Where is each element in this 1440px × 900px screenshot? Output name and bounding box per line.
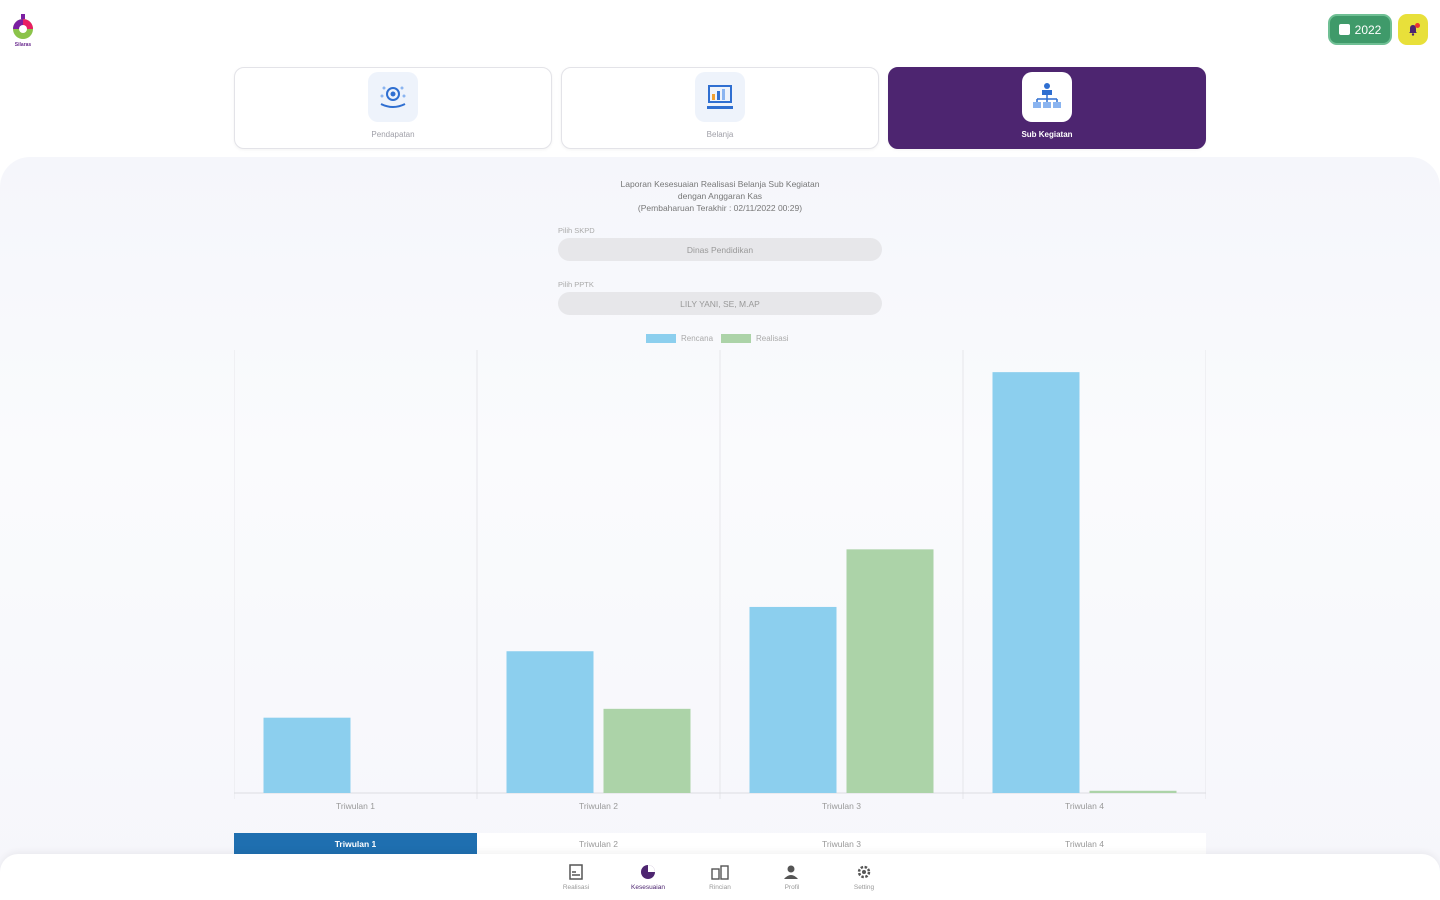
year-selector-button[interactable]: 2022 — [1328, 14, 1392, 45]
x-tick-label: Triwulan 1 — [336, 801, 375, 811]
legend-rencana-label: Rencana — [681, 334, 714, 343]
pptk-label: Pilih PPTK — [558, 280, 594, 289]
report-title-line3: (Pembaharuan Terakhir : 02/11/2022 00:29… — [637, 203, 803, 213]
nav-setting-label: Setting — [853, 884, 875, 891]
bar-realisasi-3[interactable] — [846, 549, 934, 793]
nav-realisasi-label: Realisasi — [562, 884, 590, 891]
nav-item-setting[interactable]: Setting — [842, 864, 887, 900]
legend-item-realisasi[interactable]: Realisasi — [721, 334, 789, 344]
nav-item-kesesuaian[interactable]: Kesesuaian — [626, 864, 671, 900]
card-pendapatan-label: Pendapatan — [371, 130, 415, 139]
card-belanja[interactable]: Belanja — [561, 67, 879, 149]
legend-item-rencana[interactable]: Rencana — [646, 334, 714, 344]
bar-rencana-2[interactable] — [506, 651, 594, 793]
calendar-icon — [1338, 24, 1350, 35]
x-tick-label: Triwulan 2 — [579, 801, 618, 811]
report-title-line1: Laporan Kesesuaian Realisasi Belanja Sub… — [620, 179, 820, 189]
card-sub-kegiatan[interactable]: Sub Kegiatan — [888, 67, 1206, 149]
tab-triwulan-1[interactable]: Triwulan 1 — [234, 833, 477, 855]
skpd-select[interactable]: Dinas Pendidikan — [558, 238, 882, 261]
card-sub-kegiatan-label: Sub Kegiatan — [1021, 130, 1073, 139]
pptk-select[interactable]: LILY YANI, SE, M.AP — [558, 292, 882, 315]
bottom-navigation: Realisasi Kesesuaian Rincian Profil Sett… — [0, 854, 1440, 900]
tab-triwulan-3[interactable]: Triwulan 3 — [822, 839, 861, 849]
spending-icon — [695, 72, 745, 122]
bar-realisasi-4[interactable] — [1089, 790, 1177, 793]
pie-chart-icon — [641, 865, 655, 879]
hierarchy-icon — [1022, 72, 1072, 122]
bar-rencana-4[interactable] — [992, 372, 1080, 793]
legend-realisasi-label: Realisasi — [756, 334, 789, 343]
card-pendapatan[interactable]: Pendapatan — [234, 67, 552, 149]
chart-legend: Rencana Realisasi — [646, 334, 789, 344]
gear-icon — [857, 865, 871, 879]
bar-rencana-3[interactable] — [749, 606, 837, 793]
nav-item-rincian[interactable]: Rincian — [698, 864, 743, 900]
notification-badge — [1415, 23, 1420, 28]
nav-item-realisasi[interactable]: Realisasi — [554, 864, 599, 900]
report-icon — [569, 864, 583, 880]
bar-realisasi-2[interactable] — [603, 708, 691, 793]
nav-item-profil[interactable]: Profil — [770, 864, 815, 900]
x-tick-label: Triwulan 3 — [822, 801, 861, 811]
bar-chart: Triwulan 1 Triwulan 2 Triwulan 3 Triwulan 4 — [234, 350, 1206, 811]
nav-profil-label: Profil — [784, 884, 800, 891]
nav-kesesuaian-label: Kesesuaian — [631, 884, 665, 891]
card-belanja-label: Belanja — [706, 130, 734, 139]
app-logo: Silaras — [10, 12, 36, 50]
notification-button[interactable] — [1398, 14, 1428, 45]
skpd-label: Pilih SKPD — [558, 226, 595, 235]
tab-triwulan-4[interactable]: Triwulan 4 — [1065, 839, 1104, 849]
bar-rencana-1[interactable] — [263, 717, 351, 793]
category-cards: Pendapatan Belanja Sub Kegiatan — [234, 67, 1206, 149]
x-tick-label: Triwulan 4 — [1065, 801, 1104, 811]
report-title-line2: dengan Anggaran Kas — [677, 191, 763, 201]
triwulan-tabs: Triwulan 1 Triwulan 2 Triwulan 3 Triwula… — [234, 833, 1206, 855]
tab-triwulan-2[interactable]: Triwulan 2 — [579, 839, 618, 849]
income-icon — [368, 72, 418, 122]
building-icon — [711, 865, 729, 880]
logo-text: Silaras — [14, 42, 32, 48]
year-label: 2022 — [1354, 22, 1382, 37]
user-icon — [784, 865, 798, 879]
nav-rincian-label: Rincian — [709, 884, 731, 891]
report-title: Laporan Kesesuaian Realisasi Belanja Sub… — [520, 178, 920, 214]
